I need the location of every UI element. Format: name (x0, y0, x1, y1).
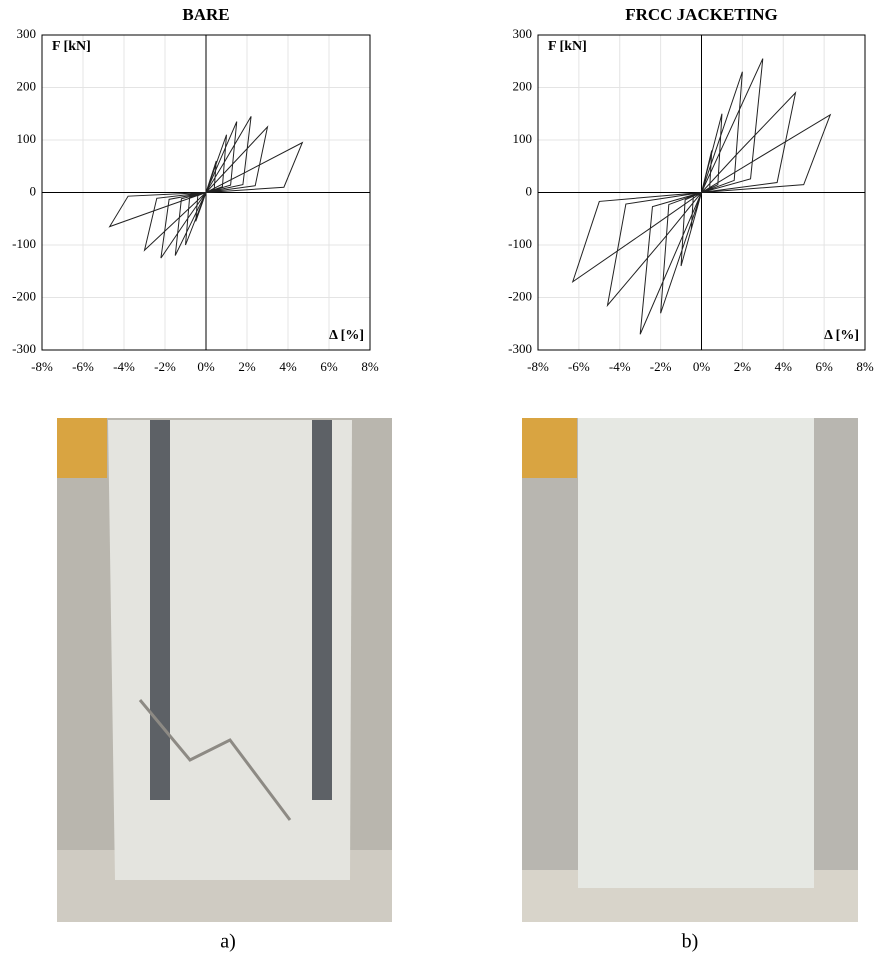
x-tick-label: 0% (693, 359, 711, 374)
x-tick-label: -6% (568, 359, 590, 374)
x-annotation: Δ [%] (824, 328, 859, 343)
figure: a) b) BARE -300 -200 -100 0 100 200 300 -8% -6% -4… (0, 0, 877, 957)
photo-detail (522, 418, 577, 478)
y-tick-label: -200 (12, 288, 36, 303)
caption: a) (220, 931, 236, 953)
y-tick-label: 0 (526, 183, 533, 198)
y-tick-label: 200 (513, 78, 533, 93)
x-tick-label: 8% (856, 359, 874, 374)
x-tick-label: -6% (72, 359, 94, 374)
y-annotation: F [kN] (548, 39, 587, 54)
x-tick-label: -2% (650, 359, 672, 374)
y-tick-label: 0 (30, 183, 37, 198)
x-tick-label: -4% (113, 359, 135, 374)
y-tick-label: 100 (17, 131, 37, 146)
y-annotation: F [kN] (52, 39, 91, 54)
x-annotation: Δ [%] (329, 328, 364, 343)
x-tick-label: 8% (361, 359, 379, 374)
y-tick-label: -100 (508, 236, 532, 251)
x-tick-label: 2% (734, 359, 752, 374)
photo-detail (57, 418, 107, 478)
x-tick-label: -2% (154, 359, 176, 374)
y-tick-label: 200 (17, 78, 37, 93)
column (578, 418, 814, 888)
x-tick-label: -4% (609, 359, 631, 374)
x-tick-label: 4% (279, 359, 297, 374)
y-tick-label: 300 (17, 26, 37, 41)
y-tick-label: 100 (513, 131, 533, 146)
rebar (150, 420, 170, 800)
chart-title: BARE (182, 5, 229, 24)
x-tick-label: -8% (31, 359, 53, 374)
x-tick-label: 4% (775, 359, 793, 374)
x-tick-label: 0% (197, 359, 215, 374)
photo-a (57, 418, 392, 922)
y-tick-label: 300 (513, 26, 533, 41)
x-tick-label: 6% (815, 359, 833, 374)
x-tick-label: 6% (320, 359, 338, 374)
rebar (312, 420, 332, 800)
caption: b) (682, 931, 699, 953)
x-tick-label: -8% (527, 359, 549, 374)
chart-title: FRCC JACKETING (625, 5, 778, 24)
x-tick-label: 2% (238, 359, 256, 374)
y-tick-label: -200 (508, 288, 532, 303)
y-tick-label: -300 (508, 341, 532, 356)
photo-b (522, 418, 858, 922)
y-tick-label: -100 (12, 236, 36, 251)
y-tick-label: -300 (12, 341, 36, 356)
